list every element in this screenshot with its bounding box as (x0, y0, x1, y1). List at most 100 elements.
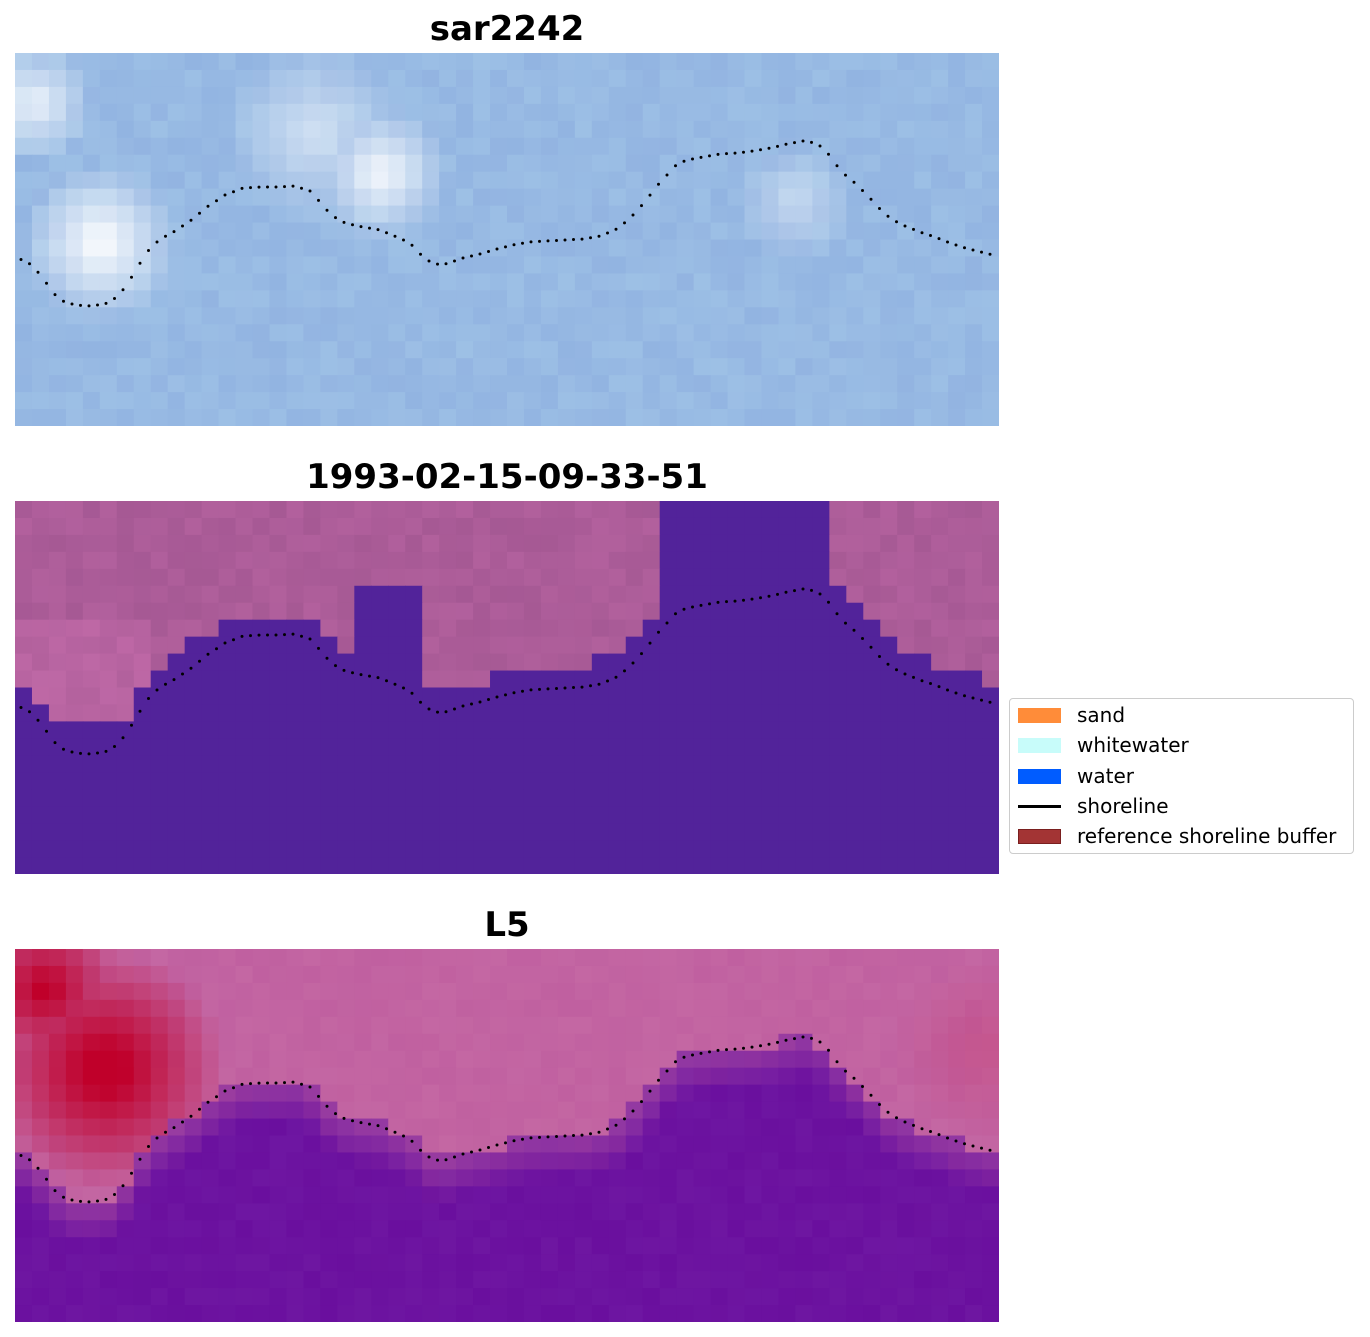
raster-cell (507, 1016, 525, 1035)
raster-cell (422, 137, 440, 156)
raster-cell (965, 619, 983, 638)
raster-cell (167, 1305, 186, 1322)
raster-cell (150, 806, 169, 824)
raster-cell (286, 704, 305, 722)
raster-cell (337, 1203, 355, 1221)
raster-cell (48, 307, 67, 325)
shoreline-point (45, 281, 48, 285)
raster-cell (931, 375, 949, 393)
shoreline-point (716, 1048, 720, 1052)
raster-cell (982, 823, 999, 841)
raster-cell (405, 1118, 423, 1137)
legend-swatch-water (1018, 769, 1061, 784)
raster-cell (557, 324, 576, 342)
raster-cell (507, 358, 525, 376)
raster-cell (642, 704, 661, 722)
raster-cell (863, 256, 881, 274)
raster-cell (557, 1016, 576, 1035)
raster-cell (829, 392, 847, 410)
raster-cell (557, 341, 576, 359)
raster-cell (812, 1118, 830, 1137)
raster-cell (218, 1186, 237, 1204)
raster-cell (931, 670, 949, 689)
raster-cell (354, 69, 372, 88)
raster-cell (337, 1305, 355, 1322)
raster-cell (659, 501, 678, 519)
raster-cell (82, 375, 101, 393)
raster-cell (269, 965, 288, 984)
raster-cell (795, 375, 813, 393)
raster-cell (252, 307, 271, 325)
raster-cell (490, 1271, 508, 1289)
raster-cell (965, 806, 983, 824)
raster-cell (710, 69, 729, 88)
raster-cell (829, 636, 847, 655)
raster-cell (744, 965, 763, 984)
raster-cell (65, 999, 84, 1018)
raster-cell (676, 1016, 695, 1035)
raster-cell (150, 1254, 169, 1272)
raster-cell (388, 755, 406, 773)
raster-cell (405, 636, 423, 655)
raster-cell (439, 982, 457, 1001)
raster-cell (82, 290, 101, 308)
raster-cell (31, 273, 50, 291)
raster-cell (201, 1118, 220, 1137)
raster-cell (608, 120, 627, 139)
raster-cell (354, 375, 372, 393)
raster-cell (371, 602, 389, 621)
raster-cell (507, 653, 525, 672)
raster-cell (761, 392, 780, 410)
raster-cell (31, 653, 50, 672)
raster-cell (965, 1271, 983, 1289)
raster-cell (880, 1152, 898, 1170)
raster-cell (456, 188, 474, 207)
shoreline-point (555, 239, 558, 242)
raster-cell (897, 171, 915, 190)
raster-cell (693, 1152, 712, 1170)
shoreline-point (971, 1144, 975, 1148)
raster-cell (693, 653, 712, 672)
raster-cell (931, 772, 949, 790)
raster-cell (761, 324, 780, 342)
raster-cell (863, 290, 881, 308)
raster-cell (897, 653, 915, 672)
raster-cell (320, 324, 338, 342)
raster-cell (778, 551, 797, 570)
raster-cell (608, 1084, 627, 1103)
raster-cell (829, 290, 847, 308)
raster-cell (473, 1050, 491, 1069)
raster-cell (422, 501, 440, 519)
raster-cell (15, 1271, 33, 1289)
raster-cell (676, 1305, 695, 1322)
raster-cell (218, 687, 237, 706)
raster-cell (320, 222, 338, 241)
raster-cell (931, 501, 949, 519)
raster-cell (642, 517, 661, 536)
raster-cell (846, 1305, 864, 1322)
raster-cell (574, 772, 593, 790)
raster-cell (676, 965, 695, 984)
rgb-image-panel (15, 53, 999, 426)
raster-cell (846, 392, 864, 410)
raster-cell (286, 772, 305, 790)
raster-cell (625, 823, 644, 841)
raster-cell (371, 1118, 389, 1137)
raster-cell (320, 772, 338, 790)
raster-cell (693, 1118, 712, 1137)
raster-cell (982, 1050, 999, 1069)
raster-cell (574, 154, 593, 173)
raster-cell (642, 154, 661, 173)
raster-cell (880, 551, 898, 570)
raster-cell (99, 704, 118, 722)
raster-cell (201, 171, 220, 190)
raster-cell (48, 1101, 67, 1120)
raster-cell (608, 602, 627, 621)
raster-cell (82, 1169, 101, 1187)
raster-cell (15, 409, 33, 426)
raster-cell (880, 1050, 898, 1069)
raster-cell (371, 619, 389, 638)
raster-cell (133, 1050, 152, 1069)
raster-cell (812, 1067, 830, 1086)
raster-cell (354, 1084, 372, 1103)
